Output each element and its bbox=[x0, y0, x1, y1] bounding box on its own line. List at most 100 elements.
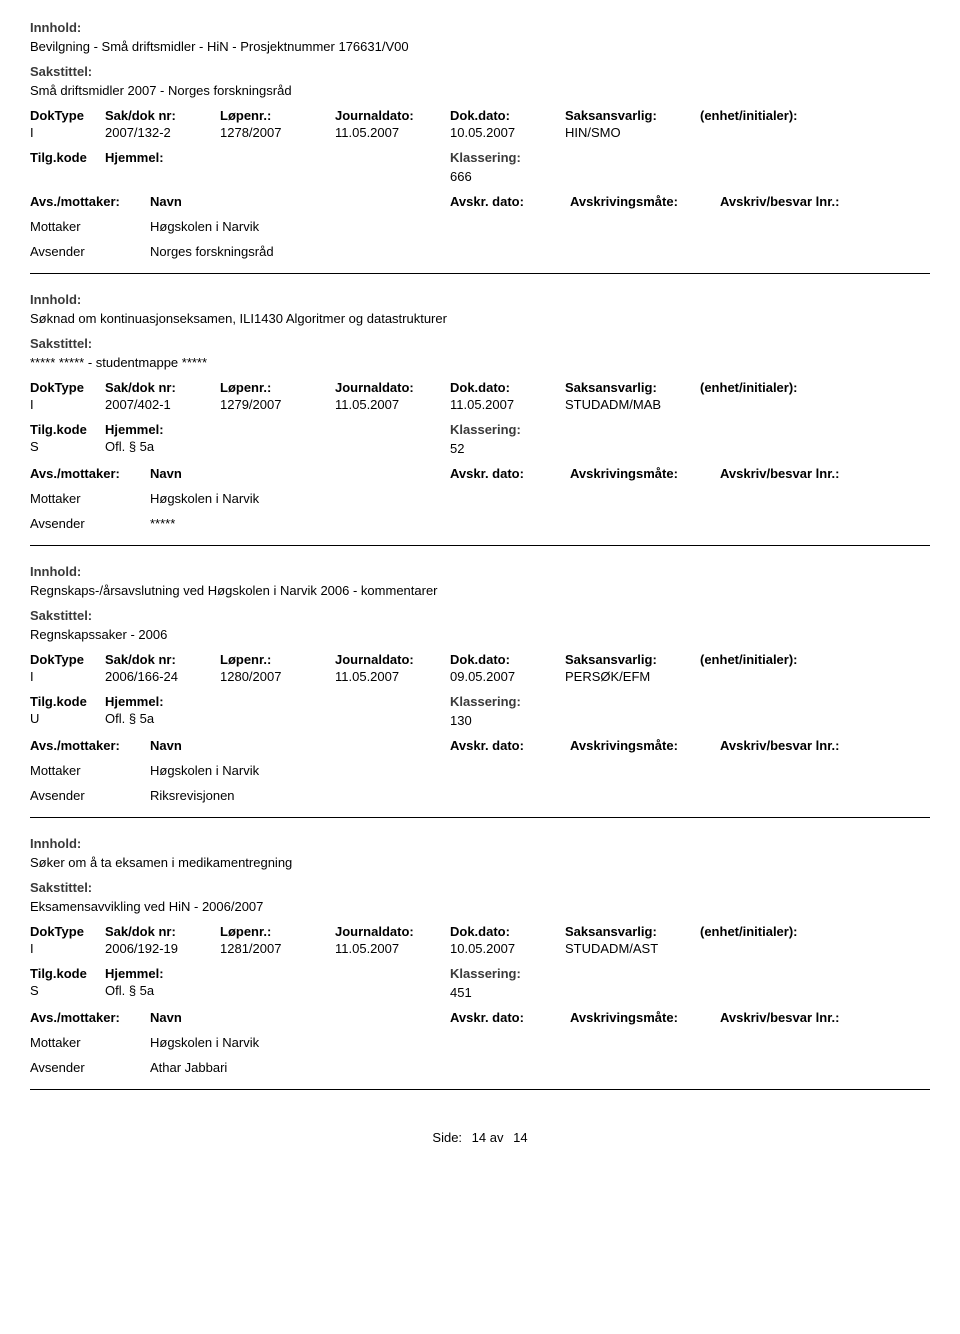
dokdato-header: Dok.dato: bbox=[450, 652, 565, 667]
innhold-value: Søknad om kontinuasjonseksamen, ILI1430 … bbox=[30, 311, 930, 326]
journaldato-value: 11.05.2007 bbox=[335, 125, 450, 140]
klassering-block: Klassering:52 bbox=[450, 422, 521, 456]
hjemmel-value: Ofl. § 5a bbox=[105, 983, 164, 998]
avsender-row: AvsenderRiksrevisjonen bbox=[30, 788, 930, 803]
innhold-value: Regnskaps-/årsavslutning ved Høgskolen i… bbox=[30, 583, 930, 598]
avsender-value: Riksrevisjonen bbox=[150, 788, 450, 803]
parties-header-row: Avs./mottaker:NavnAvskr. dato:Avskriving… bbox=[30, 1010, 930, 1025]
tilgkode-header: Tilg.kode bbox=[30, 150, 105, 165]
mottaker-row: MottakerHøgskolen i Narvik bbox=[30, 219, 930, 234]
saksansvarlig-value: PERSØK/EFM bbox=[565, 669, 700, 684]
lopenr-value: 1278/2007 bbox=[220, 125, 335, 140]
doc-header-row: DokTypeSak/dok nr:Løpenr.:Journaldato:Do… bbox=[30, 652, 930, 667]
klassering-block: Klassering:666 bbox=[450, 150, 521, 184]
doc-header-row: DokTypeSak/dok nr:Løpenr.:Journaldato:Do… bbox=[30, 924, 930, 939]
hjemmel-header-row: Tilg.kodeHjemmel: bbox=[30, 966, 450, 981]
sakdok-value: 2007/402-1 bbox=[105, 397, 220, 412]
hjemmel-data-row: SOfl. § 5a bbox=[30, 983, 450, 998]
avskrdato-header: Avskr. dato: bbox=[450, 1010, 570, 1025]
avskrivingsmate-header: Avskrivingsmåte: bbox=[570, 466, 720, 481]
navn-header: Navn bbox=[150, 194, 450, 209]
saksansvarlig-value: STUDADM/AST bbox=[565, 941, 700, 956]
dokdato-value: 10.05.2007 bbox=[450, 125, 565, 140]
klassering-header: Klassering: bbox=[450, 422, 521, 437]
sakstittel-label: Sakstittel: bbox=[30, 336, 930, 351]
sakstittel-value: Små driftsmidler 2007 - Norges forskning… bbox=[30, 83, 930, 98]
dokdato-value: 10.05.2007 bbox=[450, 941, 565, 956]
tilgkode-header: Tilg.kode bbox=[30, 422, 105, 437]
doktype-header: DokType bbox=[30, 652, 105, 667]
avskrivbesvar-header: Avskriv/besvar lnr.: bbox=[720, 194, 839, 209]
doktype-header: DokType bbox=[30, 380, 105, 395]
avskrivingsmate-header: Avskrivingsmåte: bbox=[570, 1010, 720, 1025]
lopenr-value: 1279/2007 bbox=[220, 397, 335, 412]
entry-divider bbox=[30, 1089, 930, 1090]
klassering-header: Klassering: bbox=[450, 694, 521, 709]
footer-total: 14 bbox=[513, 1130, 527, 1145]
journaldato-value: 11.05.2007 bbox=[335, 669, 450, 684]
sakstittel-value: Eksamensavvikling ved HiN - 2006/2007 bbox=[30, 899, 930, 914]
dokdato-header: Dok.dato: bbox=[450, 924, 565, 939]
sakdok-value: 2006/166-24 bbox=[105, 669, 220, 684]
entry-divider bbox=[30, 545, 930, 546]
enhet-header: (enhet/initialer): bbox=[700, 924, 810, 939]
dokdato-header: Dok.dato: bbox=[450, 108, 565, 123]
parties-header-row: Avs./mottaker:NavnAvskr. dato:Avskriving… bbox=[30, 194, 930, 209]
mottaker-value: Høgskolen i Narvik bbox=[150, 491, 450, 506]
doc-header-row: DokTypeSak/dok nr:Løpenr.:Journaldato:Do… bbox=[30, 380, 930, 395]
tilgkode-header: Tilg.kode bbox=[30, 966, 105, 981]
innhold-label: Innhold: bbox=[30, 292, 930, 307]
footer-side-label: Side: bbox=[432, 1130, 462, 1145]
sakstittel-value: ***** ***** - studentmappe ***** bbox=[30, 355, 930, 370]
enhet-header: (enhet/initialer): bbox=[700, 380, 810, 395]
lopenr-header: Løpenr.: bbox=[220, 108, 335, 123]
avsender-label: Avsender bbox=[30, 788, 150, 803]
tilgkode-header: Tilg.kode bbox=[30, 694, 105, 709]
sakstittel-label: Sakstittel: bbox=[30, 64, 930, 79]
avskrivbesvar-header: Avskriv/besvar lnr.: bbox=[720, 738, 839, 753]
doc-data-row: I2007/402-11279/200711.05.200711.05.2007… bbox=[30, 397, 930, 412]
doktype-value: I bbox=[30, 941, 105, 956]
doktype-header: DokType bbox=[30, 108, 105, 123]
navn-header: Navn bbox=[150, 738, 450, 753]
hjemmel-header: Hjemmel: bbox=[105, 694, 174, 709]
doktype-value: I bbox=[30, 125, 105, 140]
innhold-label: Innhold: bbox=[30, 564, 930, 579]
innhold-label: Innhold: bbox=[30, 20, 930, 35]
entry-divider bbox=[30, 817, 930, 818]
avsender-value: ***** bbox=[150, 516, 450, 531]
klassering-value: 666 bbox=[450, 169, 521, 184]
doktype-header: DokType bbox=[30, 924, 105, 939]
journal-entry: Innhold:Bevilgning - Små driftsmidler - … bbox=[30, 20, 930, 274]
klassering-block: Klassering:451 bbox=[450, 966, 521, 1000]
journal-entry: Innhold:Søker om å ta eksamen i medikame… bbox=[30, 836, 930, 1090]
navn-header: Navn bbox=[150, 1010, 450, 1025]
hjemmel-header: Hjemmel: bbox=[105, 150, 174, 165]
dokdato-value: 09.05.2007 bbox=[450, 669, 565, 684]
sakdok-value: 2006/192-19 bbox=[105, 941, 220, 956]
hjemmel-block: Tilg.kodeHjemmel: bbox=[30, 150, 450, 184]
avsender-row: AvsenderAthar Jabbari bbox=[30, 1060, 930, 1075]
lopenr-value: 1280/2007 bbox=[220, 669, 335, 684]
journal-entry: Innhold: Søknad om kontinuasjonseksamen, … bbox=[30, 292, 930, 546]
entries-container: Innhold:Bevilgning - Små driftsmidler - … bbox=[30, 20, 930, 1090]
entry-divider bbox=[30, 273, 930, 274]
journal-entry: Innhold: Regnskaps-/årsavslutning ved Høg… bbox=[30, 564, 930, 818]
parties-header-row: Avs./mottaker:NavnAvskr. dato:Avskriving… bbox=[30, 466, 930, 481]
avsender-value: Norges forskningsråd bbox=[150, 244, 450, 259]
hjemmel-value: Ofl. § 5a bbox=[105, 711, 164, 726]
dokdato-value: 11.05.2007 bbox=[450, 397, 565, 412]
hjemmel-header: Hjemmel: bbox=[105, 966, 174, 981]
sakdok-header: Sak/dok nr: bbox=[105, 108, 220, 123]
doc-header-row: DokTypeSak/dok nr:Løpenr.:Journaldato:Do… bbox=[30, 108, 930, 123]
footer-page: 14 av bbox=[472, 1130, 504, 1145]
journaldato-header: Journaldato: bbox=[335, 380, 450, 395]
sakdok-header: Sak/dok nr: bbox=[105, 924, 220, 939]
hjemmel-block: Tilg.kodeHjemmel: SOfl. § 5a bbox=[30, 966, 450, 1000]
mottaker-row: MottakerHøgskolen i Narvik bbox=[30, 763, 930, 778]
dokdato-header: Dok.dato: bbox=[450, 380, 565, 395]
avskrivingsmate-header: Avskrivingsmåte: bbox=[570, 738, 720, 753]
hjemmel-klassering-row: Tilg.kodeHjemmel: SOfl. § 5aKlassering:45… bbox=[30, 966, 930, 1000]
innhold-value: Søker om å ta eksamen i medikamentregnin… bbox=[30, 855, 930, 870]
hjemmel-klassering-row: Tilg.kodeHjemmel:Klassering:666 bbox=[30, 150, 930, 184]
